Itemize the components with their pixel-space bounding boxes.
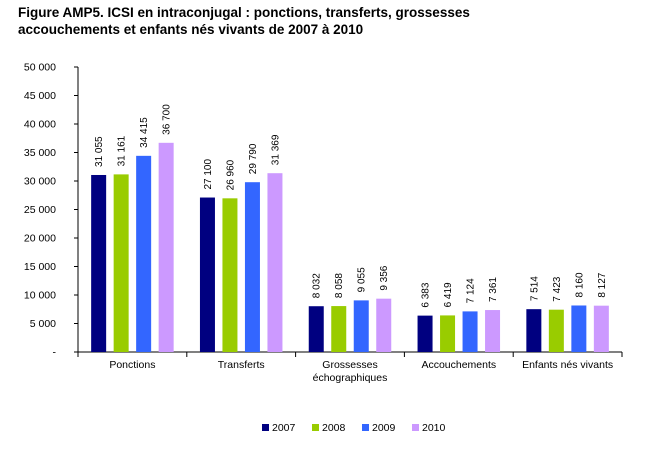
x-tick-label: Enfants nés vivants	[522, 359, 613, 371]
bar-2009	[571, 305, 587, 352]
y-tick-label: 20 000	[24, 233, 56, 245]
data-label: 36 700	[162, 104, 173, 135]
legend-label-2008: 2008	[322, 422, 346, 434]
bar-2009	[244, 182, 260, 352]
bar-2010	[267, 173, 283, 352]
legend: 2007 2008 2009 2010	[262, 422, 446, 434]
data-label: 26 960	[225, 159, 236, 190]
chart-title: Figure AMP5. ICSI en intraconjugal : pon…	[18, 4, 658, 38]
bar-2007	[417, 315, 433, 352]
y-tick-label: 5 000	[30, 318, 56, 330]
bar-2008	[113, 174, 129, 352]
data-label: 8 127	[597, 272, 608, 297]
data-label: 31 161	[117, 135, 128, 166]
y-tick-label: 15 000	[24, 261, 56, 273]
legend-swatch-2007	[262, 424, 269, 431]
y-tick-label: 50 000	[24, 62, 56, 74]
y-tick-label: 35 000	[24, 147, 56, 159]
data-label: 9 356	[379, 265, 390, 290]
y-tick-label: 40 000	[24, 119, 56, 131]
y-axis: - 5 000 10 000 15 000 20 000 25 000 30 000 35 0…	[24, 62, 79, 359]
data-label: 7 361	[488, 277, 499, 302]
data-label: 6 383	[421, 282, 432, 307]
data-label: 8 032	[312, 273, 323, 298]
bars	[91, 142, 609, 352]
bar-2010	[593, 305, 609, 352]
data-label: 7 423	[552, 276, 563, 301]
bar-2010	[158, 142, 174, 352]
chart-title-line-2: accouchements et enfants nés vivants de …	[18, 22, 364, 37]
bar-2009	[136, 155, 152, 352]
x-tick-label: Accouchements	[421, 359, 496, 371]
bar-2008	[548, 309, 564, 352]
x-tick-label: Grossesses échographiques	[313, 359, 388, 384]
bar-2010	[485, 310, 501, 352]
data-label: 9 055	[357, 267, 368, 292]
y-tick-label: 10 000	[24, 290, 56, 302]
bar-2007	[199, 197, 215, 352]
y-tick-label: 45 000	[24, 90, 56, 102]
data-label: 34 415	[139, 117, 150, 148]
y-tick-label: 25 000	[24, 204, 56, 216]
bar-2008	[331, 306, 347, 352]
data-label: 7 514	[529, 276, 540, 301]
bar-2009	[353, 300, 369, 352]
y-tick-label: 30 000	[24, 176, 56, 188]
bar-2007	[526, 309, 542, 352]
legend-swatch-2009	[362, 424, 369, 431]
bar-2008	[440, 315, 456, 352]
data-label: 6 419	[443, 282, 454, 307]
legend-swatch-2010	[412, 424, 419, 431]
bar-2008	[222, 198, 238, 352]
data-label: 31 369	[270, 134, 281, 165]
data-label: 27 100	[203, 159, 214, 190]
bar-2007	[91, 174, 107, 352]
legend-swatch-2008	[312, 424, 319, 431]
chart-title-line-1: Figure AMP5. ICSI en intraconjugal : pon…	[18, 5, 470, 20]
data-label: 8 160	[574, 272, 585, 297]
bar-2007	[308, 306, 324, 352]
data-label: 7 124	[466, 278, 477, 303]
data-labels: 31 055 27 100 8 032 6 383 7 514 31 161 26 960 8…	[94, 104, 608, 308]
legend-label-2010: 2010	[422, 422, 446, 434]
y-tick-label: -	[53, 347, 57, 359]
data-label: 31 055	[94, 136, 105, 167]
x-tick-label: Transferts	[218, 359, 265, 371]
data-label: 29 790	[248, 143, 259, 174]
x-tick-label: Ponctions	[109, 359, 155, 371]
legend-label-2007: 2007	[272, 422, 296, 434]
data-label: 8 058	[334, 273, 345, 298]
x-axis: Ponctions Transferts Grossesses échographiq…	[77, 351, 623, 384]
bar-2009	[462, 311, 478, 352]
legend-label-2009: 2009	[372, 422, 396, 434]
bar-2010	[376, 298, 392, 352]
